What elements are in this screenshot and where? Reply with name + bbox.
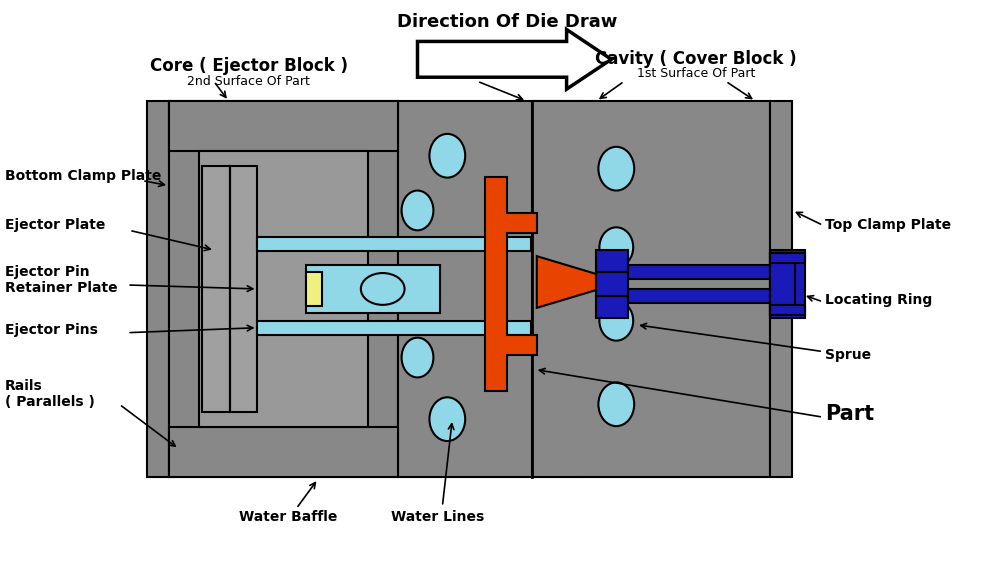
Bar	[230, 166, 258, 412]
Polygon shape	[771, 250, 805, 318]
Bar	[169, 427, 397, 477]
Bar	[597, 296, 628, 318]
Ellipse shape	[600, 227, 633, 267]
Text: Rails
( Parallels ): Rails ( Parallels )	[5, 379, 94, 409]
Bar	[771, 253, 805, 315]
Ellipse shape	[430, 397, 465, 441]
Bar	[258, 321, 531, 334]
Bar	[771, 101, 792, 477]
Bar	[397, 101, 582, 477]
Text: Ejector Plate: Ejector Plate	[5, 218, 105, 233]
Ellipse shape	[361, 273, 405, 305]
Text: 1st Surface Of Part: 1st Surface Of Part	[637, 67, 755, 80]
Bar	[306, 272, 322, 306]
Text: Sprue: Sprue	[825, 347, 871, 361]
Text: Direction Of Die Draw: Direction Of Die Draw	[397, 12, 617, 30]
Text: Part: Part	[825, 404, 874, 424]
Ellipse shape	[402, 190, 434, 230]
Ellipse shape	[430, 134, 465, 177]
Text: Top Clamp Plate: Top Clamp Plate	[825, 218, 952, 233]
Text: Ejector Pin
Retainer Plate: Ejector Pin Retainer Plate	[5, 265, 118, 295]
Polygon shape	[537, 256, 597, 308]
Bar	[169, 101, 397, 151]
Bar	[306, 265, 440, 313]
Text: Bottom Clamp Plate: Bottom Clamp Plate	[5, 169, 161, 182]
Bar	[169, 101, 397, 477]
Bar	[258, 237, 531, 251]
Bar	[532, 101, 771, 477]
Text: Cavity ( Cover Block ): Cavity ( Cover Block )	[595, 50, 796, 68]
Ellipse shape	[600, 301, 633, 341]
Text: Core ( Ejector Block ): Core ( Ejector Block )	[149, 57, 348, 75]
Bar	[771, 305, 805, 315]
Text: Water Lines: Water Lines	[391, 510, 484, 524]
Ellipse shape	[402, 338, 434, 377]
Polygon shape	[418, 29, 611, 89]
Bar	[771, 253, 805, 263]
Ellipse shape	[599, 382, 634, 426]
Bar	[628, 289, 773, 303]
Text: Locating Ring: Locating Ring	[825, 293, 932, 307]
Bar	[147, 101, 169, 477]
Bar	[199, 151, 368, 427]
Polygon shape	[485, 177, 537, 391]
Bar	[597, 272, 628, 296]
Text: Ejector Pins: Ejector Pins	[5, 323, 98, 337]
Text: Water Baffle: Water Baffle	[239, 510, 337, 524]
Bar	[597, 250, 628, 272]
Bar	[628, 265, 773, 279]
Text: 2nd Surface Of Part: 2nd Surface Of Part	[187, 75, 310, 88]
Bar	[202, 166, 230, 412]
Ellipse shape	[599, 147, 634, 190]
